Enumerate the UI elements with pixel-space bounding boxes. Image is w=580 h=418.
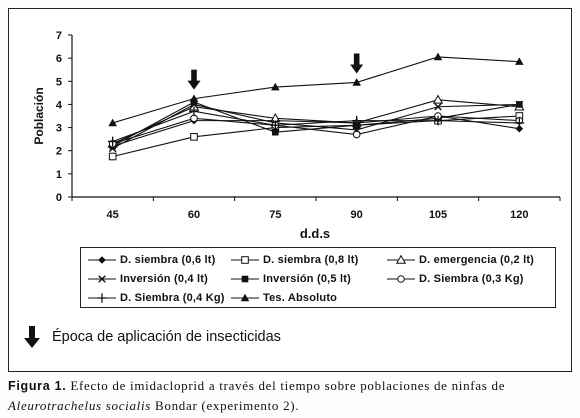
series-layer (107, 52, 525, 161)
legend-swatch (387, 254, 415, 264)
x-tick-label: 90 (351, 209, 363, 221)
data-point (190, 133, 198, 141)
y-axis-ticks: 0 1 2 3 4 5 6 7 (56, 30, 72, 204)
data-point (516, 101, 523, 108)
data-point (352, 130, 361, 139)
legend-swatch (88, 255, 116, 264)
x-tick-label: 120 (510, 209, 528, 221)
legend-item: D. siembra (0,8 lt) (229, 250, 385, 269)
y-tick-label: 4 (56, 99, 63, 111)
series-line (112, 115, 520, 145)
application-arrows (187, 53, 364, 90)
y-tick-label: 6 (56, 53, 62, 65)
data-point (515, 124, 524, 133)
data-point (352, 78, 361, 86)
legend-label: D. siembra (0,8 lt) (263, 253, 359, 266)
x-axis-ticks: 45 60 75 90 105 120 (71, 197, 561, 221)
series (108, 112, 524, 148)
legend-swatch (88, 274, 116, 283)
application-arrow-icon (350, 53, 364, 74)
data-point (351, 115, 362, 126)
x-axis-title: d.d.s (300, 226, 330, 241)
x-tick-label: 60 (188, 209, 200, 221)
x-tick-label: 75 (269, 209, 281, 221)
y-tick-label: 1 (56, 169, 62, 181)
application-note-text: Época de aplicación de insecticidas (52, 329, 281, 345)
legend-marker (98, 255, 106, 264)
y-tick-label: 0 (56, 192, 62, 204)
species-name: Aleurotrachelus socialis (8, 398, 152, 413)
chart-legend: D. siembra (0,6 lt) D. siembra (0,8 lt) D.… (80, 247, 556, 308)
legend-item: D. Siembra (0,3 Kg) (385, 269, 555, 288)
caption-line-1: Figura 1. Efecto de imidacloprid a travé… (8, 376, 572, 396)
legend-label: D. Siembra (0,3 Kg) (419, 272, 524, 285)
data-point (189, 106, 199, 117)
legend-swatch (231, 293, 259, 301)
legend-label: D. siembra (0,6 lt) (120, 253, 216, 266)
legend-swatch (88, 292, 116, 303)
figure-frame (8, 8, 572, 372)
legend-item: D. emergencia (0,2 lt) (385, 250, 555, 269)
legend-label: D. Siembra (0,4 Kg) (120, 291, 225, 304)
legend-item: Tes. Absoluto (229, 288, 385, 307)
series-line (112, 99, 520, 145)
caption-text: Efecto de imidacloprid a través del tiem… (70, 378, 506, 393)
series-line (112, 101, 520, 147)
legend-label: D. emergencia (0,2 lt) (419, 253, 535, 266)
series (108, 100, 524, 153)
data-point (190, 98, 198, 106)
series-line (112, 115, 520, 147)
legend-label: Inversión (0,4 lt) (120, 272, 208, 285)
legend-item: Inversión (0,4 lt) (86, 269, 229, 288)
down-arrow-icon (24, 326, 40, 348)
data-point (515, 57, 524, 65)
y-tick-label: 2 (56, 146, 62, 158)
data-point (434, 102, 442, 111)
data-point (432, 94, 444, 104)
data-point (514, 118, 525, 128)
data-point (270, 120, 281, 131)
figure-label: Figura 1. (8, 379, 67, 393)
legend-marker (97, 292, 107, 303)
data-point (271, 82, 280, 91)
y-tick-label: 3 (56, 123, 62, 135)
legend-item: Inversión (0,5 lt) (229, 269, 385, 288)
application-note: Época de aplicación de insecticidas (24, 325, 281, 349)
data-point (108, 118, 117, 127)
data-point (107, 136, 118, 147)
legend-item: D. siembra (0,6 lt) (86, 250, 229, 269)
legend-item: D. Siembra (0,4 Kg) (86, 288, 229, 307)
legend-label: Tes. Absoluto (263, 291, 338, 304)
data-point (433, 52, 443, 61)
data-point (108, 152, 117, 161)
data-point (189, 94, 199, 102)
series-line (112, 103, 520, 149)
legend-swatch (387, 274, 415, 283)
legend-marker (241, 275, 249, 282)
legend-marker (397, 274, 405, 283)
y-tick-label: 5 (56, 76, 62, 88)
series (108, 52, 524, 127)
legend-marker (98, 274, 106, 283)
series (107, 106, 525, 147)
data-point (272, 128, 279, 136)
data-point (433, 115, 443, 126)
legend-label: Inversión (0,5 lt) (263, 272, 351, 285)
x-tick-label: 45 (107, 209, 119, 221)
series-line (112, 110, 520, 142)
legend-swatch (231, 255, 259, 264)
figure-caption: Figura 1. Efecto de imidacloprid a travé… (8, 376, 572, 415)
x-tick-label: 105 (429, 209, 447, 221)
legend-marker (395, 254, 407, 264)
legend-swatch (231, 275, 259, 282)
legend-marker (240, 293, 250, 301)
y-tick-label: 7 (56, 30, 62, 42)
legend-marker (241, 255, 249, 264)
series-line (112, 56, 520, 124)
y-axis-title: Población (32, 87, 46, 144)
application-arrow-icon (187, 69, 201, 90)
caption-line-2: Aleurotrachelus socialis Bondar (experim… (8, 396, 572, 415)
caption-rest: Bondar (experimento 2). (151, 398, 300, 413)
